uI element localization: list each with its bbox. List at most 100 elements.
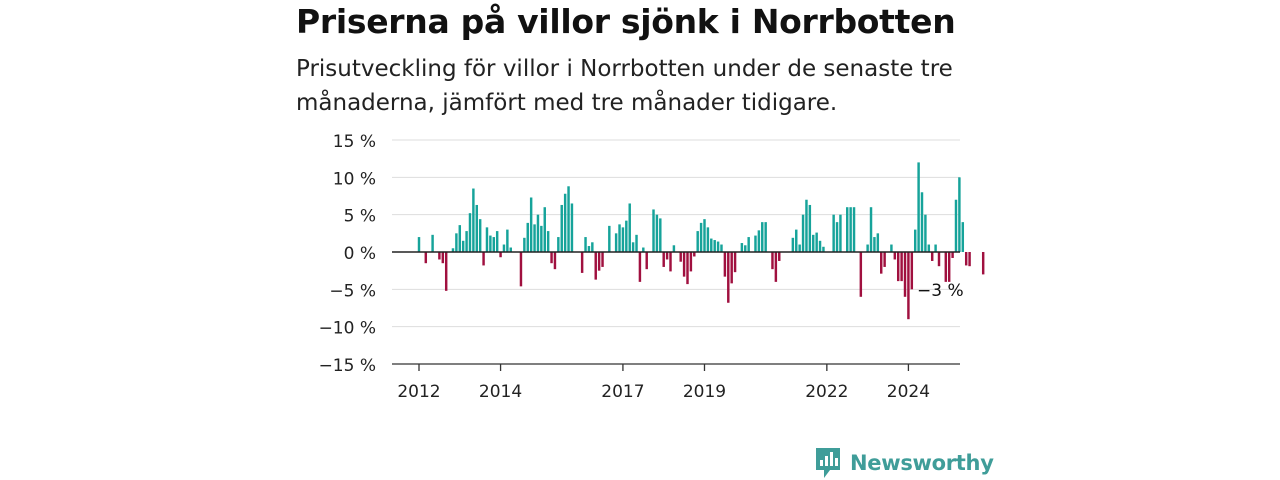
bar bbox=[873, 237, 876, 252]
bar bbox=[693, 252, 696, 257]
bar bbox=[706, 227, 710, 252]
bar bbox=[478, 219, 482, 252]
bar bbox=[638, 252, 642, 282]
bar bbox=[468, 213, 472, 252]
bar bbox=[822, 246, 825, 252]
x-tick-label: 2019 bbox=[683, 382, 726, 402]
bar bbox=[655, 214, 659, 252]
bar bbox=[801, 214, 805, 252]
bar bbox=[815, 232, 818, 252]
x-axis-labels: 2012 2014 2017 2019 2022 2024 bbox=[397, 382, 930, 402]
bar bbox=[883, 252, 886, 267]
bar bbox=[502, 244, 506, 252]
bar bbox=[659, 218, 662, 252]
bar bbox=[954, 199, 958, 252]
y-axis-labels: 15 % 10 % 5 % 0 % −5 % −10 % −15 % bbox=[319, 132, 376, 376]
bar bbox=[910, 252, 914, 290]
bar bbox=[754, 235, 757, 252]
bar bbox=[461, 240, 465, 252]
x-tick-label: 2014 bbox=[479, 382, 522, 402]
bar bbox=[761, 222, 764, 252]
bar bbox=[866, 244, 869, 252]
y-tick-label: −5 % bbox=[329, 281, 376, 301]
bar bbox=[778, 252, 781, 261]
bar bbox=[662, 252, 665, 267]
bar bbox=[584, 237, 587, 252]
bar bbox=[869, 207, 873, 252]
bar bbox=[625, 220, 628, 252]
bar bbox=[808, 204, 812, 252]
bar bbox=[791, 237, 795, 252]
bar bbox=[475, 204, 478, 252]
bar bbox=[546, 231, 550, 252]
bar bbox=[849, 207, 852, 252]
chart-title: Priserna på villor sjönk i Norrbotten bbox=[296, 2, 956, 41]
bar bbox=[458, 225, 462, 252]
bar bbox=[489, 235, 492, 252]
bar bbox=[665, 252, 669, 260]
y-tick-label: 10 % bbox=[333, 169, 376, 189]
bar bbox=[944, 252, 948, 282]
bar bbox=[930, 252, 934, 261]
bar bbox=[601, 252, 604, 267]
bar bbox=[876, 233, 880, 252]
bar bbox=[431, 234, 434, 252]
bar bbox=[499, 252, 502, 258]
y-tick-label: −15 % bbox=[319, 356, 376, 376]
bar bbox=[597, 252, 601, 271]
bar bbox=[417, 237, 421, 252]
bar bbox=[710, 238, 713, 252]
bar bbox=[757, 230, 761, 252]
bar bbox=[947, 252, 951, 282]
bar bbox=[696, 231, 699, 252]
bar bbox=[455, 233, 458, 252]
bars bbox=[417, 162, 985, 320]
bar bbox=[543, 207, 546, 252]
bar bbox=[441, 252, 445, 264]
bar bbox=[594, 252, 597, 280]
bar bbox=[563, 193, 567, 252]
last-value-label: −3 % bbox=[917, 281, 964, 301]
bar bbox=[553, 252, 557, 270]
bar bbox=[890, 244, 893, 252]
bar bbox=[716, 241, 720, 252]
y-tick-label: 0 % bbox=[344, 244, 376, 264]
bar bbox=[529, 197, 533, 252]
bar bbox=[852, 207, 856, 252]
chart-subtitle: Prisutveckling för villor i Norrbotten u… bbox=[296, 56, 953, 116]
bar bbox=[713, 240, 716, 252]
bar bbox=[621, 227, 625, 252]
bar bbox=[795, 229, 798, 252]
bar bbox=[509, 247, 512, 252]
bar bbox=[492, 237, 495, 252]
bar bbox=[465, 231, 468, 252]
brand-name: Newsworthy bbox=[850, 451, 994, 475]
bar bbox=[482, 252, 485, 266]
axes bbox=[392, 251, 960, 371]
y-tick-label: 5 % bbox=[344, 207, 376, 227]
bar bbox=[570, 203, 574, 252]
bar bbox=[951, 252, 954, 258]
bar bbox=[628, 203, 631, 252]
bar bbox=[934, 244, 937, 252]
bar bbox=[720, 244, 723, 252]
annotations: −3 % bbox=[917, 281, 964, 301]
bar bbox=[818, 240, 822, 252]
bar bbox=[771, 252, 774, 270]
bar bbox=[614, 233, 618, 252]
bar bbox=[689, 252, 693, 272]
bar bbox=[913, 229, 917, 252]
bar bbox=[438, 252, 441, 260]
bar bbox=[805, 199, 808, 252]
x-tick-label: 2022 bbox=[805, 382, 848, 402]
bar bbox=[526, 222, 529, 252]
bar bbox=[424, 252, 428, 264]
y-tick-label: 15 % bbox=[333, 132, 376, 152]
bar bbox=[723, 252, 727, 277]
bar bbox=[917, 162, 920, 252]
bar bbox=[812, 234, 815, 252]
bar bbox=[744, 245, 747, 252]
bar bbox=[747, 237, 750, 252]
bar bbox=[608, 225, 611, 252]
